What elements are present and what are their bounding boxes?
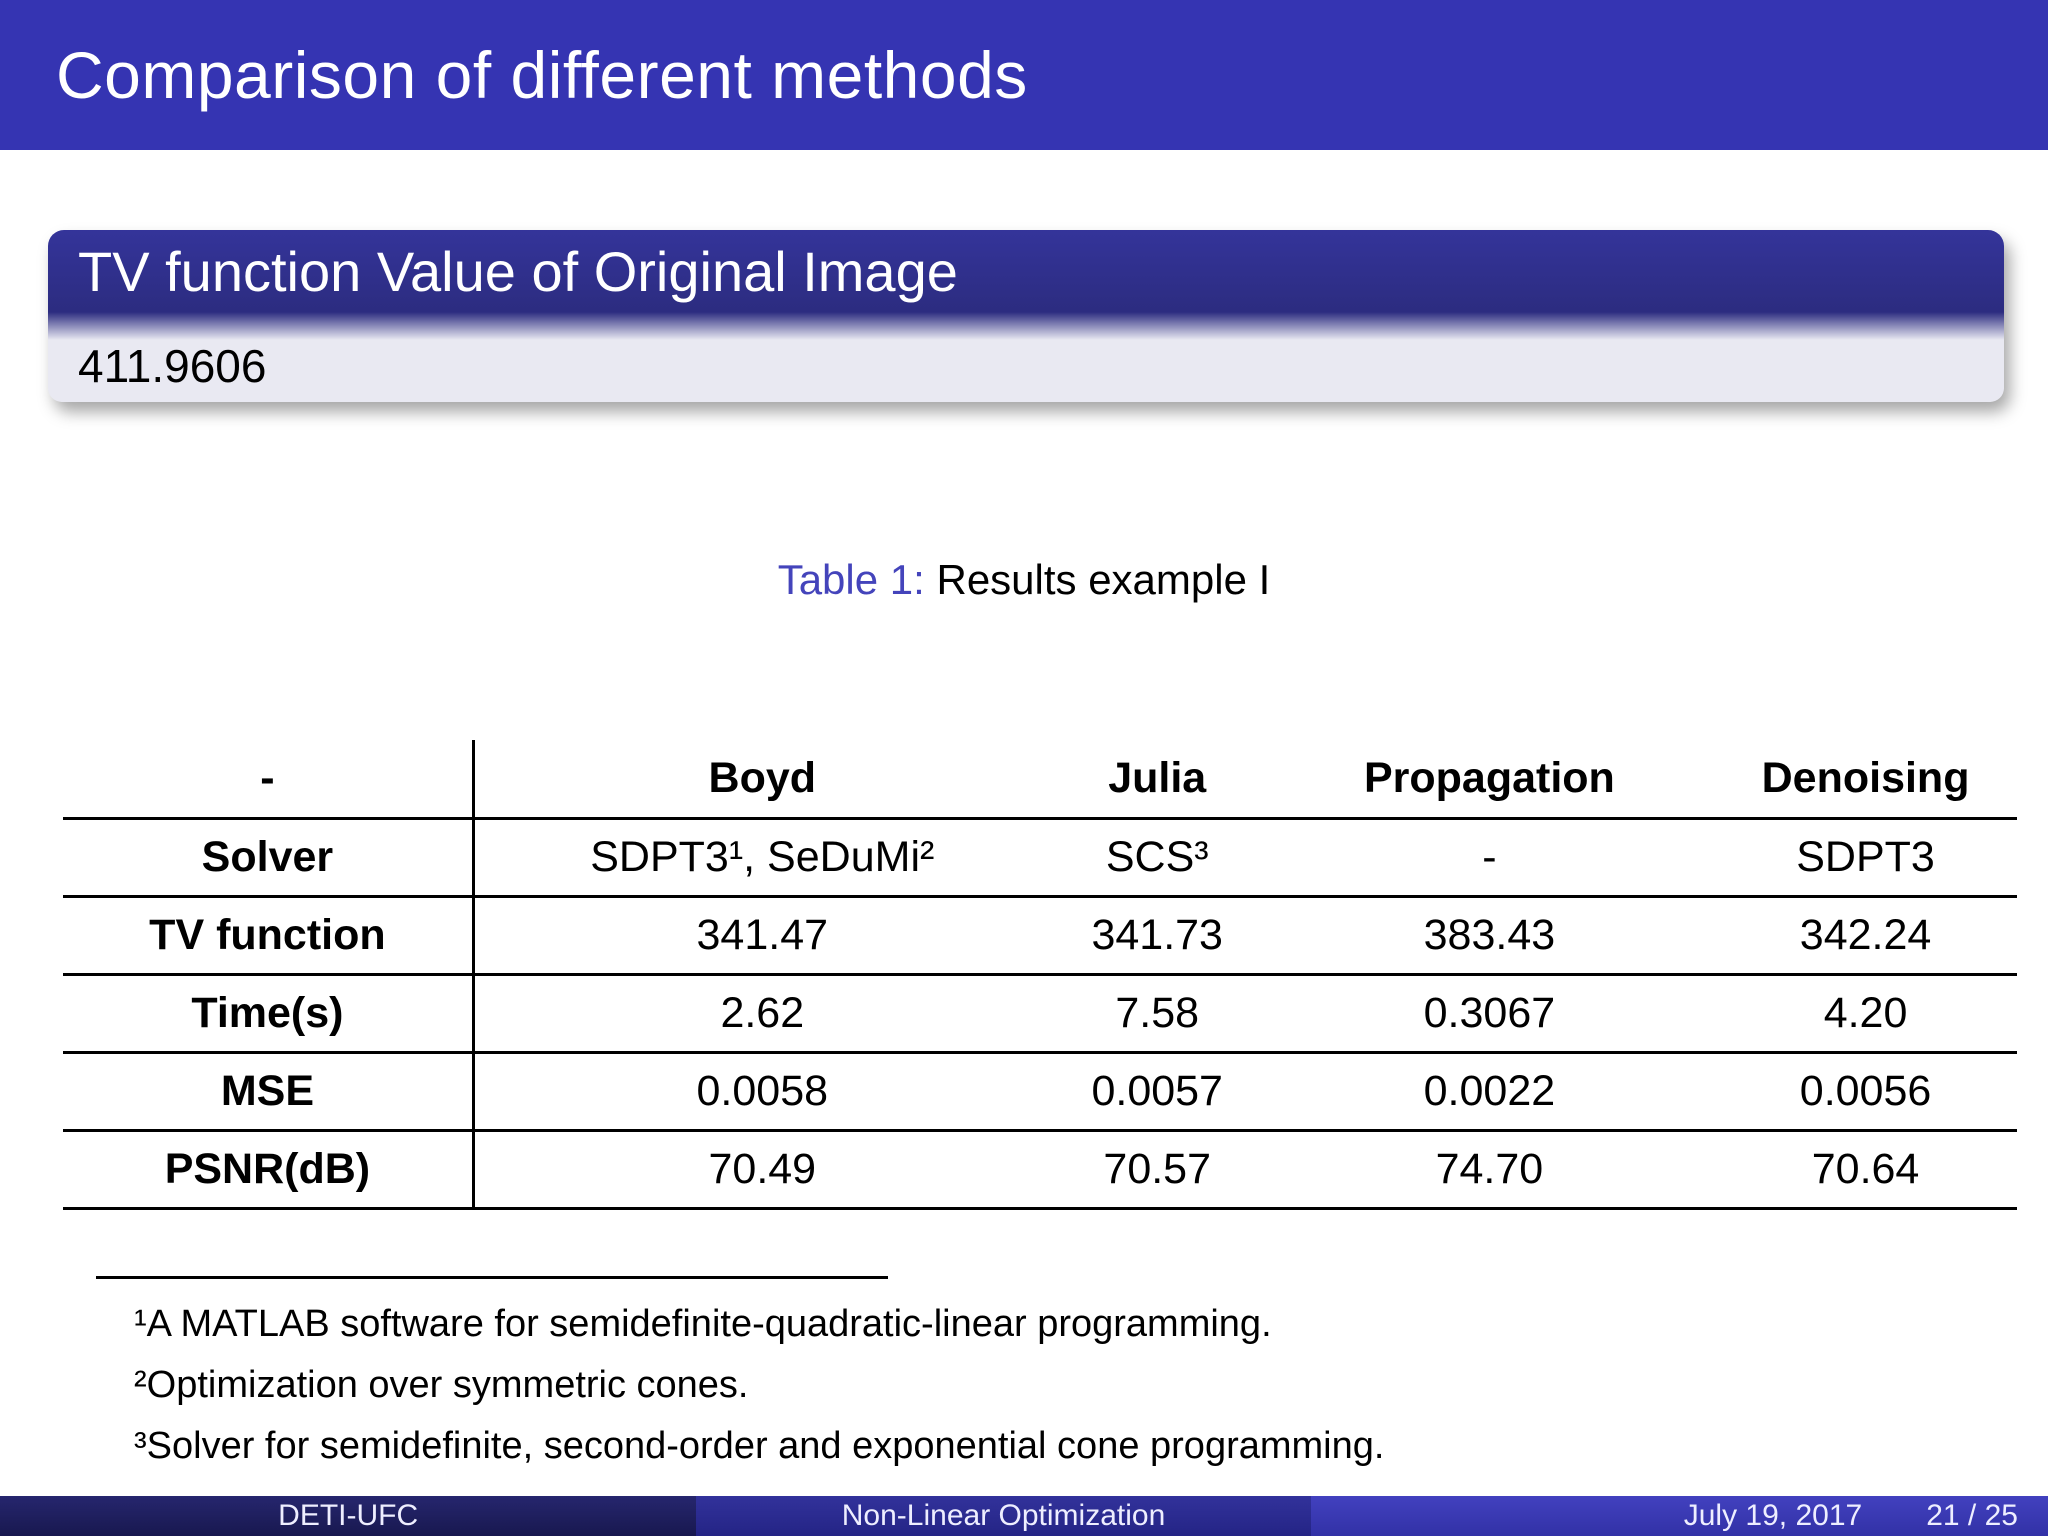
block-title-gradient [48, 312, 2004, 340]
table-caption: Table 1: Results example I [0, 556, 2048, 604]
table-cell: 70.57 [1049, 1130, 1265, 1210]
table-cell: 0.0056 [1714, 1052, 2017, 1132]
table-row: Solver SDPT3¹, SeDuMi² SCS³ - SDPT3 [63, 818, 2017, 898]
footer-institute: DETI-UFC [278, 1499, 419, 1532]
row-label: Time(s) [63, 974, 475, 1054]
footer-page-number: 21 / 25 [1926, 1499, 2018, 1532]
footer-date: July 19, 2017 [1683, 1499, 1863, 1532]
footer-talk-title-section: Non-Linear Optimization [696, 1496, 1311, 1536]
table-cell: SDPT3¹, SeDuMi² [473, 818, 1050, 898]
table-cell: 342.24 [1714, 896, 2017, 976]
table-cell: 0.0057 [1049, 1052, 1265, 1132]
table-row: Time(s) 2.62 7.58 0.3067 4.20 [63, 974, 2017, 1054]
tv-function-value: 411.9606 [78, 340, 267, 392]
footnote-3: ³Solver for semidefinite, second-order a… [134, 1425, 1385, 1467]
table-cell: 2.62 [473, 974, 1050, 1054]
frame-title: Comparison of different methods [56, 38, 1028, 112]
block-body: 411.9606 [48, 340, 2004, 402]
table-cell: 7.58 [1049, 974, 1265, 1054]
footer-bar: DETI-UFC Non-Linear Optimization July 19… [0, 1496, 2048, 1536]
row-label: Solver [63, 818, 475, 898]
table-cell: - [1264, 818, 1715, 898]
footnote-separator [96, 1276, 888, 1279]
table-cell: 4.20 [1714, 974, 2017, 1054]
footnote-2: ²Optimization over symmetric cones. [134, 1364, 749, 1406]
table-cell: 70.49 [473, 1130, 1050, 1210]
row-label: TV function [63, 896, 475, 976]
table-cell: 341.73 [1049, 896, 1265, 976]
table-row: MSE 0.0058 0.0057 0.0022 0.0056 [63, 1052, 2017, 1132]
block-title-bar: TV function Value of Original Image [48, 230, 2004, 312]
column-header: Julia [1049, 740, 1265, 820]
table-cell: 0.0022 [1264, 1052, 1715, 1132]
column-header: Denoising [1714, 740, 2017, 820]
block-title: TV function Value of Original Image [78, 239, 958, 303]
table-header-row: - Boyd Julia Propagation Denoising [63, 740, 2017, 820]
frame-title-bar: Comparison of different methods [0, 0, 2048, 150]
footer-institute-section: DETI-UFC [0, 1496, 697, 1536]
table-cell: SCS³ [1049, 818, 1265, 898]
table-cell: 70.64 [1714, 1130, 2017, 1210]
row-label: MSE [63, 1052, 475, 1132]
table-caption-label: Table 1: [777, 556, 925, 603]
table-cell: 74.70 [1264, 1130, 1715, 1210]
column-header: - [63, 740, 475, 820]
footnotes: ¹A MATLAB software for semidefinite-quad… [134, 1294, 1934, 1477]
table-cell: 0.3067 [1264, 974, 1715, 1054]
row-label: PSNR(dB) [63, 1130, 475, 1210]
table-cell: 383.43 [1264, 896, 1715, 976]
table-row: PSNR(dB) 70.49 70.57 74.70 70.64 [63, 1130, 2017, 1210]
footer-date-section: July 19, 2017 21 / 25 [1310, 1496, 2048, 1536]
tv-value-block: TV function Value of Original Image 411.… [48, 230, 2004, 402]
table-caption-text: Results example I [924, 556, 1271, 603]
footer-talk-title: Non-Linear Optimization [841, 1499, 1166, 1532]
results-table: - Boyd Julia Propagation Denoising Solve… [63, 740, 2017, 1210]
table-cell: 0.0058 [473, 1052, 1050, 1132]
table-row: TV function 341.47 341.73 383.43 342.24 [63, 896, 2017, 976]
table-cell: 341.47 [473, 896, 1050, 976]
column-header: Propagation [1264, 740, 1715, 820]
table-cell: SDPT3 [1714, 818, 2017, 898]
column-header: Boyd [473, 740, 1050, 820]
footnote-1: ¹A MATLAB software for semidefinite-quad… [134, 1303, 1272, 1345]
